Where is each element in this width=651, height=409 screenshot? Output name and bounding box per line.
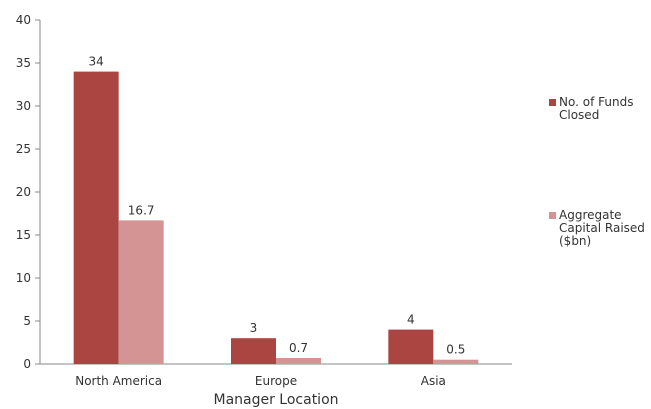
y-tick-label: 15 — [16, 228, 31, 242]
y-tick-label: 40 — [16, 13, 31, 27]
bar-funds-closed — [388, 329, 434, 364]
y-tick-label: 0 — [23, 357, 31, 371]
y-tick-label: 30 — [16, 99, 31, 113]
data-label: 16.7 — [128, 203, 155, 217]
bar-capital-raised — [118, 220, 164, 364]
y-tick-label: 35 — [16, 56, 31, 70]
bar-funds-closed — [231, 338, 276, 364]
x-axis-title: Manager Location — [213, 392, 338, 408]
bar-capital-raised — [276, 357, 321, 364]
y-tick-label: 5 — [23, 314, 31, 328]
legend-swatch-capital-raised — [549, 212, 556, 219]
legend-swatch-funds-closed — [549, 99, 556, 106]
data-label: 34 — [89, 55, 104, 69]
legend-label-capital-raised: Aggregate Capital Raised ($bn) — [559, 208, 645, 248]
y-tick-label: 20 — [16, 185, 31, 199]
bar-capital-raised — [433, 359, 479, 364]
data-label: 0.5 — [446, 343, 465, 357]
x-tick-label: Europe — [255, 374, 297, 388]
legend-label-funds-closed: No. of Funds Closed — [559, 95, 634, 122]
y-tick-label: 10 — [16, 271, 31, 285]
data-label: 0.7 — [289, 341, 308, 355]
x-tick-label: North America — [75, 374, 162, 388]
data-label: 3 — [250, 321, 258, 335]
data-label: 4 — [407, 313, 415, 327]
y-tick-label: 25 — [16, 142, 31, 156]
bar-funds-closed — [73, 71, 119, 364]
x-tick-label: Asia — [421, 374, 446, 388]
